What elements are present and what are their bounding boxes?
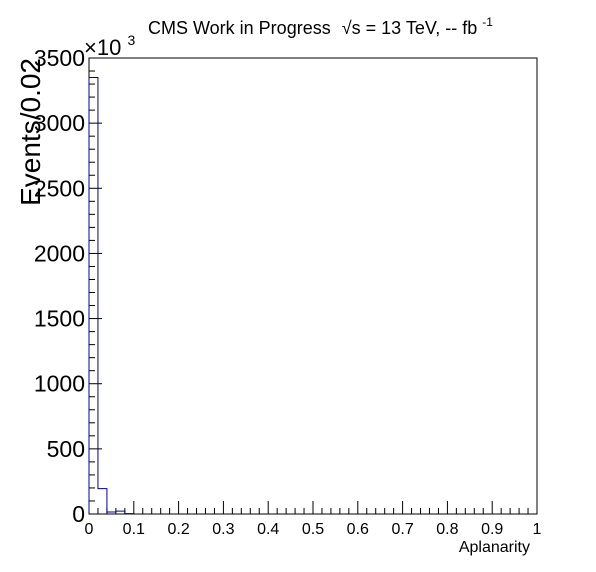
x-tick-label: 0.9 [481,521,503,538]
x-tick-label: 0.2 [167,521,189,538]
x-tick-label: 0.8 [436,521,458,538]
y-multiplier: ×10 3 [84,32,135,60]
x-tick-label: 0.4 [257,521,279,538]
y-tick-label: 0 [72,501,85,527]
y-tick-label: 3000 [34,110,85,136]
tick-labels-layer: 0 0.1 0.2 0.3 0.4 0.5 0.6 0.7 0.8 0.9 1 0 500 1000 150… [34,45,542,538]
x-tick-label: 0.1 [123,521,145,538]
histogram-bin [98,489,107,514]
y-tick-label: 2000 [34,240,85,266]
energy-text: = 13 TeV, -- fb [366,18,478,38]
ticks-layer [88,57,538,515]
x-tick-label: 1 [533,521,542,538]
y-tick-label: 2500 [34,175,85,201]
x-tick-label: 0 [85,521,94,538]
energy-superscript: -1 [482,15,493,29]
x-tick-label: 0.7 [391,521,413,538]
y-tick-label: 500 [47,436,85,462]
energy-symbol: √s [342,18,361,38]
y-tick-label: 1000 [34,371,85,397]
y-multiplier-base: ×10 [84,35,121,60]
x-tick-label: 0.5 [302,521,324,538]
x-tick-label: 0.6 [347,521,369,538]
title-prefix: CMS Work in Progress [148,18,331,38]
x-axis-label: Aplanarity [459,539,530,556]
y-multiplier-exponent: 3 [127,32,135,48]
y-tick-label: 3500 [34,45,85,71]
y-axis-label: Events/0.02 [15,58,46,206]
histogram-outline [88,77,135,515]
x-tick-label: 0.3 [212,521,234,538]
chart-title: CMS Work in Progress √s = 13 TeV, -- fb … [148,15,493,38]
plot-frame [88,57,538,515]
y-tick-label: 1500 [34,306,85,332]
